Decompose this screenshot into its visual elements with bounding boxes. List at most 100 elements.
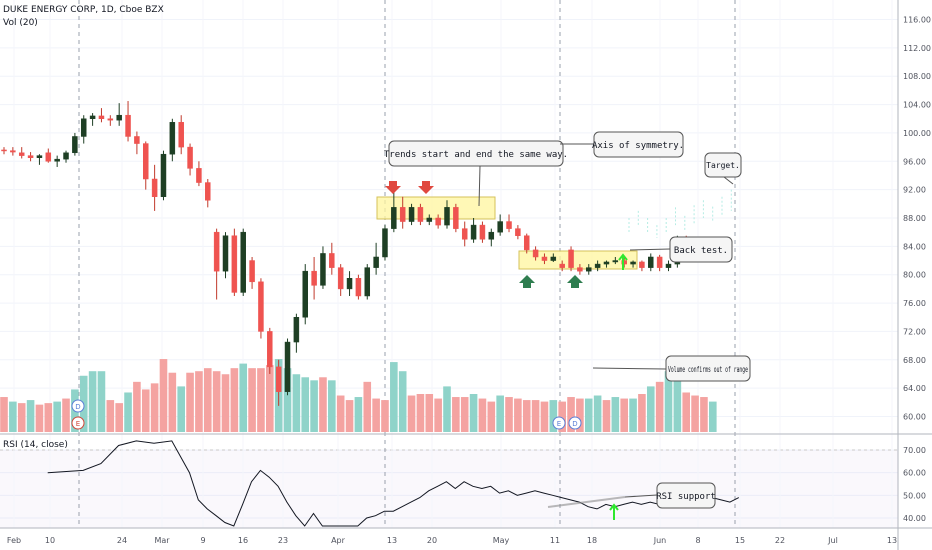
volume-bar	[239, 363, 248, 432]
rsi-axis[interactable]: 70.00 60.00 50.00 40.00	[903, 446, 926, 523]
rsi-indicator-label[interactable]: RSI (14, close)	[3, 440, 68, 450]
volume-bar	[469, 394, 478, 432]
candle-body	[54, 158, 60, 162]
volume-bar	[53, 401, 61, 432]
volume-bar	[266, 365, 274, 432]
volume-bar	[549, 400, 558, 432]
volume-bar	[496, 395, 504, 432]
candle	[116, 103, 122, 126]
candle-body	[523, 235, 530, 251]
volume-indicator-label[interactable]: Vol (20)	[3, 18, 38, 28]
rsi-line	[47, 440, 740, 527]
candle	[346, 271, 353, 296]
candle-body	[337, 267, 344, 290]
volume-bar	[372, 398, 380, 432]
candle-body	[444, 207, 450, 226]
lime-arrow-price	[618, 253, 628, 270]
candle-body	[249, 260, 255, 283]
rsi-tick-label: 40.00	[903, 514, 926, 523]
volume-bar	[398, 371, 407, 432]
callout-target[interactable]: Target.	[704, 152, 742, 185]
candle	[550, 253, 557, 262]
candle	[453, 203, 459, 233]
event-d-label: D	[75, 403, 80, 411]
candle	[302, 264, 308, 325]
callout-trends[interactable]: Trends start and end the same way.	[384, 140, 568, 207]
candle-body	[665, 263, 672, 268]
candle	[98, 108, 105, 123]
candle	[506, 214, 512, 233]
price-tick-label: 84.00	[903, 242, 926, 251]
candle-body	[116, 114, 122, 121]
price-axis[interactable]: 116.00 112.00 108.00 104.00 100.00 96.00 92.00…	[903, 16, 931, 422]
candle-body	[45, 152, 52, 162]
price-tick-label: 92.00	[903, 186, 926, 195]
volume-bar	[0, 397, 8, 432]
candle	[532, 246, 539, 261]
volume-bar	[115, 403, 123, 432]
callout-rsi-text: RSI support	[656, 492, 716, 502]
candle-body	[151, 178, 158, 197]
volume-bar	[673, 356, 682, 432]
price-tick-label: 100.00	[903, 129, 931, 138]
candle-body	[18, 152, 25, 156]
rsi-support-line[interactable]	[547, 496, 626, 508]
candle-body	[329, 253, 335, 268]
candle-body	[80, 118, 87, 137]
candle	[497, 214, 503, 236]
candle	[196, 161, 202, 187]
candle-body	[408, 207, 415, 222]
time-tick-label: 10	[45, 536, 55, 545]
candle	[355, 274, 362, 300]
event-marker-earnings-2[interactable]: E	[552, 416, 566, 430]
time-tick-label: Jun	[653, 536, 667, 545]
volume-bar	[682, 392, 691, 432]
callout-rsi[interactable]: RSI support	[624, 482, 716, 509]
candle	[364, 264, 371, 300]
candle	[329, 242, 335, 275]
volume-bar	[26, 400, 35, 432]
candle-body	[470, 224, 477, 240]
volume-bar	[567, 397, 575, 432]
lime-arrow-rsi	[609, 503, 619, 520]
event-marker-dividend-1[interactable]: D	[71, 399, 85, 413]
time-tick-label: May	[493, 536, 510, 545]
callout-volume[interactable]: Volume confirms out of range	[592, 355, 751, 382]
candle	[417, 203, 424, 226]
candle-body	[568, 249, 574, 268]
candle-body	[355, 278, 362, 297]
volume-bar	[381, 400, 389, 432]
time-axis[interactable]: Feb 10 24 Mar 9 16 23 Apr 13 20 May 11 18 Jun 8 15 22 Jul…	[7, 536, 897, 545]
candle	[444, 200, 450, 229]
candle-body	[63, 152, 69, 160]
volume-bar	[133, 381, 141, 432]
volume-bar	[168, 372, 177, 432]
volume-bar	[257, 368, 265, 432]
candle-body	[36, 155, 43, 158]
candle	[143, 141, 149, 190]
event-marker-dividend-2[interactable]: D	[568, 416, 582, 430]
volume-bar	[106, 400, 115, 432]
volume-bar	[35, 404, 44, 432]
callout-back-test[interactable]: Back test.	[629, 236, 733, 263]
event-e-label: E	[76, 420, 80, 428]
event-marker-earnings-1[interactable]: E	[71, 416, 85, 430]
red-arrow-1	[385, 181, 401, 194]
volume-bar	[195, 371, 203, 432]
candle-body	[311, 270, 317, 286]
callout-symmetry[interactable]: Axis of symmetry.	[560, 131, 684, 158]
candle	[373, 242, 379, 275]
candle	[249, 256, 255, 289]
symbol-title[interactable]: DUKE ENERGY CORP, 1D, Cboe BZX	[3, 5, 164, 15]
time-tick-label: 24	[117, 536, 127, 545]
candle	[284, 338, 291, 396]
volume-bar	[248, 368, 256, 432]
candle-body	[621, 260, 627, 265]
candle	[169, 118, 176, 162]
rsi-indicator	[47, 440, 740, 527]
volume-bar	[319, 377, 327, 432]
price-tick-label: 104.00	[903, 101, 931, 110]
candle	[80, 115, 87, 144]
